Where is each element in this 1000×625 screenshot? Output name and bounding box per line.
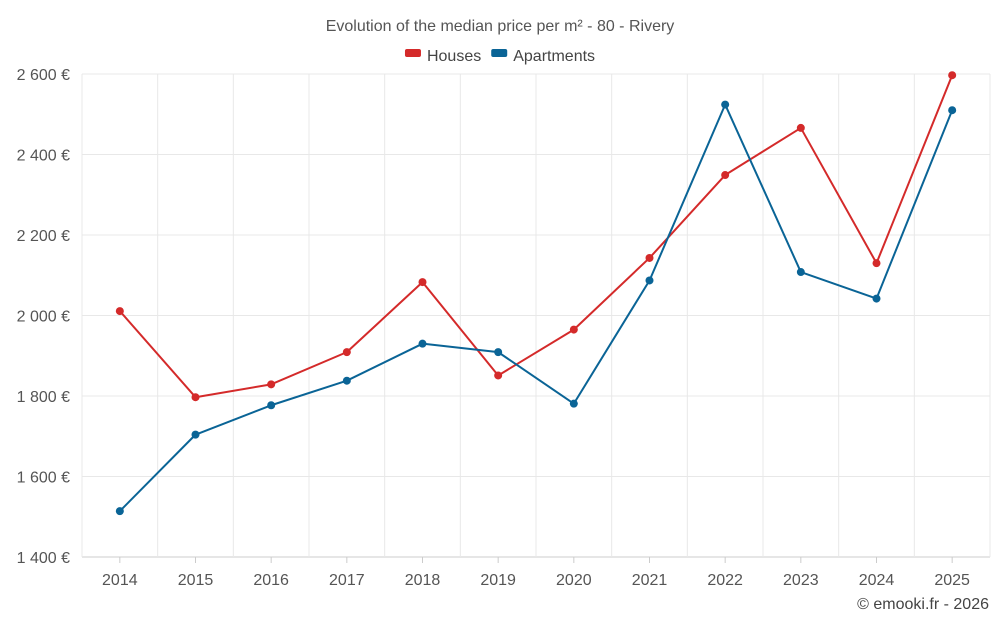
data-point-houses[interactable] [115,307,124,316]
legend-swatch [491,49,508,57]
legend-item-houses[interactable]: Houses [404,48,481,65]
x-tick-label: 2018 [405,572,441,589]
data-point-apartments[interactable] [721,100,730,109]
x-tick-label: 2023 [783,572,819,589]
series-line-apartments [119,103,954,512]
x-tick-label: 2020 [556,572,592,589]
series-layer [115,71,957,516]
data-point-houses[interactable] [418,278,427,287]
legend-swatch [404,49,421,57]
y-tick-label: 1 400 € [17,550,70,567]
legend: Houses Apartments [404,48,595,65]
legend-item-apartments[interactable]: Apartments [491,48,595,65]
x-tick-label: 2014 [102,572,138,589]
data-point-houses[interactable] [721,171,730,180]
y-tick-label: 1 800 € [17,389,70,406]
data-point-apartments[interactable] [948,106,957,115]
data-point-apartments[interactable] [872,294,881,303]
y-tick-label: 2 000 € [17,309,70,326]
series-apartments [115,100,957,516]
data-point-houses[interactable] [191,393,200,402]
data-point-apartments[interactable] [796,268,805,277]
x-tick-label: 2021 [632,572,668,589]
y-axis: 1 400 € 1 600 € 1 800 € 2 000 € 2 200 € 2 400… [17,67,70,567]
y-tick-label: 2 600 € [17,67,70,84]
data-point-apartments[interactable] [342,376,351,385]
legend-label: Houses [427,48,481,65]
data-point-houses[interactable] [569,325,578,334]
data-point-houses[interactable] [494,371,503,380]
data-point-houses[interactable] [267,380,276,389]
x-axis: 2014 2015 2016 2017 2018 2019 2020 2021 2022 2023… [102,557,970,589]
legend-label: Apartments [513,48,595,65]
x-tick-label: 2015 [178,572,214,589]
data-point-houses[interactable] [948,71,957,80]
data-point-houses[interactable] [645,253,654,262]
data-point-apartments[interactable] [267,401,276,410]
data-point-apartments[interactable] [494,348,503,357]
x-tick-label: 2016 [253,572,289,589]
data-point-apartments[interactable] [115,507,124,516]
gridlines [81,73,991,558]
data-point-apartments[interactable] [569,399,578,408]
data-point-apartments[interactable] [191,430,200,439]
y-tick-label: 2 200 € [17,228,70,245]
credit-text: © emooki.fr - 2026 [857,596,989,613]
chart-title: Evolution of the median price per m² - 8… [326,18,675,35]
series-houses [115,71,957,402]
x-tick-label: 2024 [859,572,895,589]
data-point-houses[interactable] [872,259,881,268]
y-tick-label: 1 600 € [17,470,70,487]
data-point-houses[interactable] [796,123,805,132]
x-tick-label: 2017 [329,572,365,589]
x-tick-label: 2022 [707,572,743,589]
x-tick-label: 2019 [480,572,516,589]
data-point-apartments[interactable] [645,276,654,285]
x-tick-label: 2025 [934,572,970,589]
series-line-houses [119,74,954,399]
y-tick-label: 2 400 € [17,148,70,165]
data-point-apartments[interactable] [418,339,427,348]
data-point-houses[interactable] [342,348,351,357]
